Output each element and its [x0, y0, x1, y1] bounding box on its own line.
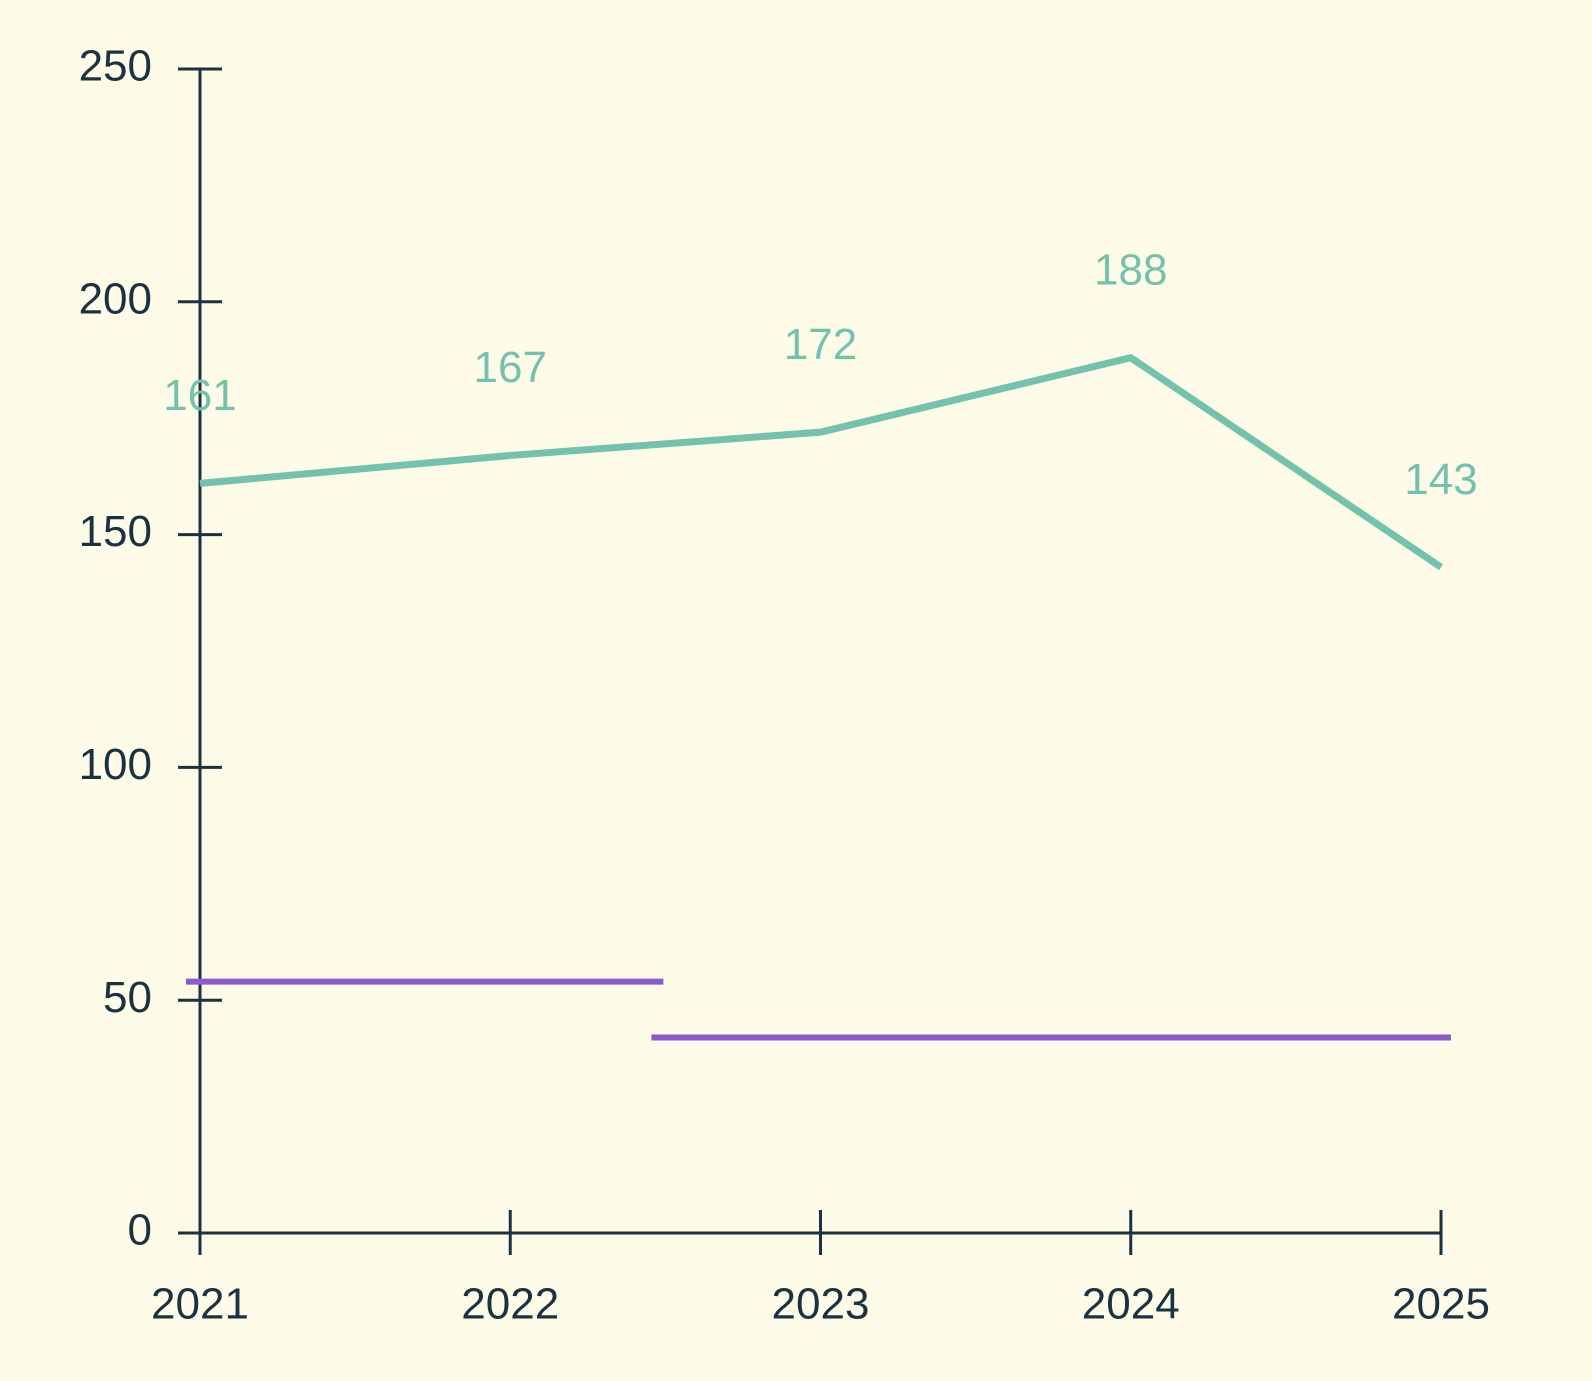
- y-tick-label: 100: [79, 740, 152, 789]
- y-tick-label: 200: [79, 274, 152, 323]
- data-label: 172: [784, 320, 857, 369]
- data-label: 143: [1404, 455, 1477, 504]
- line: [199, 354, 1443, 571]
- y-tick-label: 250: [79, 42, 152, 91]
- y-tick-label: 150: [79, 507, 152, 556]
- data-label: 167: [474, 343, 547, 392]
- x-tick-label: 2024: [1082, 1280, 1180, 1329]
- x-tick-label: 2025: [1392, 1280, 1490, 1329]
- y-tick-label: 0: [128, 1206, 152, 1255]
- data-label: 188: [1094, 245, 1167, 294]
- x-tick-label: 2021: [151, 1280, 249, 1329]
- data-label: 161: [163, 371, 236, 420]
- x-tick-label: 2022: [461, 1280, 559, 1329]
- x-tick-label: 2023: [772, 1280, 870, 1329]
- y-tick-label: 50: [103, 973, 152, 1022]
